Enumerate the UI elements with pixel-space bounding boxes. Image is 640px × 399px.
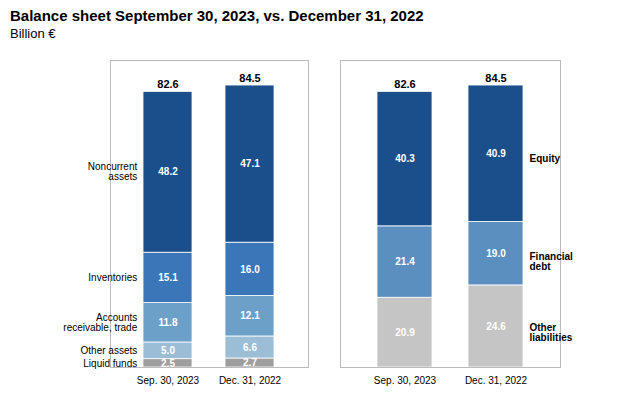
svg-text:Accountsreceivable, trade: Accountsreceivable, trade bbox=[63, 312, 137, 333]
svg-text:20.9: 20.9 bbox=[395, 327, 415, 338]
svg-text:24.6: 24.6 bbox=[486, 321, 506, 332]
svg-text:15.1: 15.1 bbox=[158, 272, 178, 283]
svg-text:47.1: 47.1 bbox=[240, 158, 260, 169]
svg-text:Other assets: Other assets bbox=[81, 345, 138, 356]
svg-text:40.3: 40.3 bbox=[395, 153, 415, 164]
svg-text:Dec. 31, 2022: Dec. 31, 2022 bbox=[465, 375, 528, 386]
html-text:Billion €: Billion € bbox=[10, 26, 56, 41]
svg-text:84.5: 84.5 bbox=[485, 72, 506, 84]
svg-text:48.2: 48.2 bbox=[158, 166, 178, 177]
svg-text:5.0: 5.0 bbox=[161, 345, 175, 356]
svg-text:2.5: 2.5 bbox=[161, 358, 175, 369]
svg-text:11.8: 11.8 bbox=[159, 317, 178, 328]
svg-text:21.4: 21.4 bbox=[395, 256, 415, 267]
svg-text:Liquid funds: Liquid funds bbox=[83, 358, 137, 369]
svg-text:Sep. 30, 2023: Sep. 30, 2023 bbox=[137, 375, 200, 386]
svg-text:84.5: 84.5 bbox=[239, 72, 260, 84]
svg-text:6.6: 6.6 bbox=[243, 342, 257, 353]
svg-text:82.6: 82.6 bbox=[394, 78, 415, 90]
svg-text:Inventories: Inventories bbox=[88, 272, 137, 283]
svg-text:16.0: 16.0 bbox=[240, 264, 260, 275]
svg-text:40.9: 40.9 bbox=[486, 148, 506, 159]
svg-text:2.7: 2.7 bbox=[243, 357, 257, 368]
svg-text:Sep. 30, 2023: Sep. 30, 2023 bbox=[374, 375, 437, 386]
svg-text:Dec. 31, 2022: Dec. 31, 2022 bbox=[219, 375, 282, 386]
svg-text:Otherliabilities: Otherliabilities bbox=[530, 322, 573, 343]
svg-text:Noncurrentassets: Noncurrentassets bbox=[88, 161, 138, 182]
svg-text:19.0: 19.0 bbox=[486, 248, 506, 259]
svg-text:Equity: Equity bbox=[530, 153, 561, 164]
html-text:Balance sheet September 30, 20: Balance sheet September 30, 2023, vs. De… bbox=[10, 7, 424, 24]
svg-text:12.1: 12.1 bbox=[240, 310, 260, 321]
svg-text:Financialdebt: Financialdebt bbox=[530, 251, 574, 272]
svg-text:82.6: 82.6 bbox=[157, 78, 178, 90]
